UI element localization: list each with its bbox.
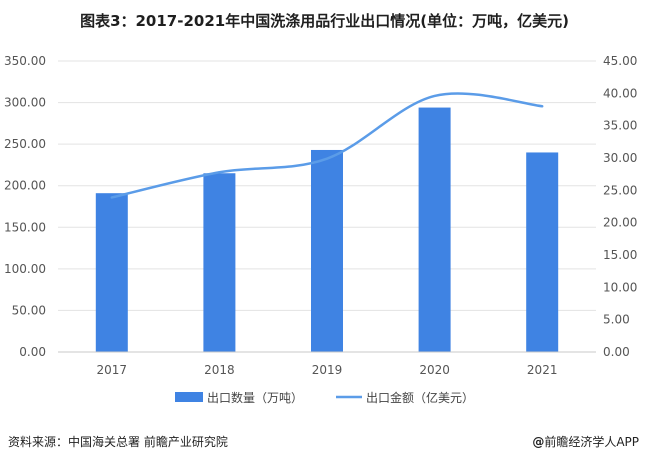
series-line bbox=[110, 92, 544, 199]
y-right-tick-label: 0.00 bbox=[603, 345, 630, 359]
y-right-tick-label: 25.00 bbox=[603, 183, 637, 197]
chart-title: 图表3：2017-2021年中国洗涤用品行业出口情况(单位：万吨，亿美元) bbox=[80, 12, 569, 30]
at-symbol: @ bbox=[532, 435, 545, 449]
y-left-tick-label: 150.00 bbox=[4, 220, 46, 234]
legend: 出口数量（万吨） 出口金额（亿美元） bbox=[175, 390, 474, 405]
legend-label-line: 出口金额（亿美元） bbox=[366, 390, 474, 405]
x-tick-label: 2020 bbox=[419, 363, 450, 377]
y-right-tick-label: 40.00 bbox=[603, 86, 637, 100]
y-left-tick-label: 100.00 bbox=[4, 262, 46, 276]
y-right-tick-label: 35.00 bbox=[603, 119, 637, 133]
y-left-tick-label: 50.00 bbox=[12, 303, 46, 317]
x-tick-label: 2018 bbox=[204, 363, 235, 377]
y-right-tick-label: 20.00 bbox=[603, 216, 637, 230]
x-tick-label: 2019 bbox=[312, 363, 343, 377]
bar bbox=[418, 107, 451, 352]
y-left-tick-label: 350.00 bbox=[4, 54, 46, 68]
y-right-tick-label: 45.00 bbox=[603, 54, 637, 68]
bar bbox=[95, 193, 128, 352]
axes: 0.00 50.00 100.00 150.00 200.00 250.00 300.00 3… bbox=[4, 54, 637, 377]
y-right-tick-label: 5.00 bbox=[603, 313, 630, 327]
y-left-tick-label: 250.00 bbox=[4, 137, 46, 151]
y-left-tick-label: 300.00 bbox=[4, 96, 46, 110]
y-right-tick-label: 30.00 bbox=[603, 151, 637, 165]
y-right-tick-label: 10.00 bbox=[603, 280, 637, 294]
bar bbox=[526, 152, 559, 352]
legend-label-bar: 出口数量（万吨） bbox=[207, 390, 303, 405]
y-right-tick-label: 15.00 bbox=[603, 248, 637, 262]
x-tick-label: 2021 bbox=[527, 363, 558, 377]
source-note: 资料来源：中国海关总署 前瞻产业研究院 bbox=[8, 435, 228, 449]
x-tick-label: 2017 bbox=[97, 363, 128, 377]
app-credit-text: 前瞻经济学人APP bbox=[544, 435, 639, 449]
legend-swatch-bar bbox=[175, 392, 203, 402]
app-credit: @前瞻经济学人APP bbox=[532, 433, 639, 450]
y-left-tick-label: 200.00 bbox=[4, 179, 46, 193]
bars bbox=[95, 107, 559, 352]
value-line bbox=[110, 92, 544, 199]
bar bbox=[311, 149, 343, 352]
bar bbox=[203, 173, 236, 352]
y-left-tick-label: 0.00 bbox=[19, 345, 46, 359]
